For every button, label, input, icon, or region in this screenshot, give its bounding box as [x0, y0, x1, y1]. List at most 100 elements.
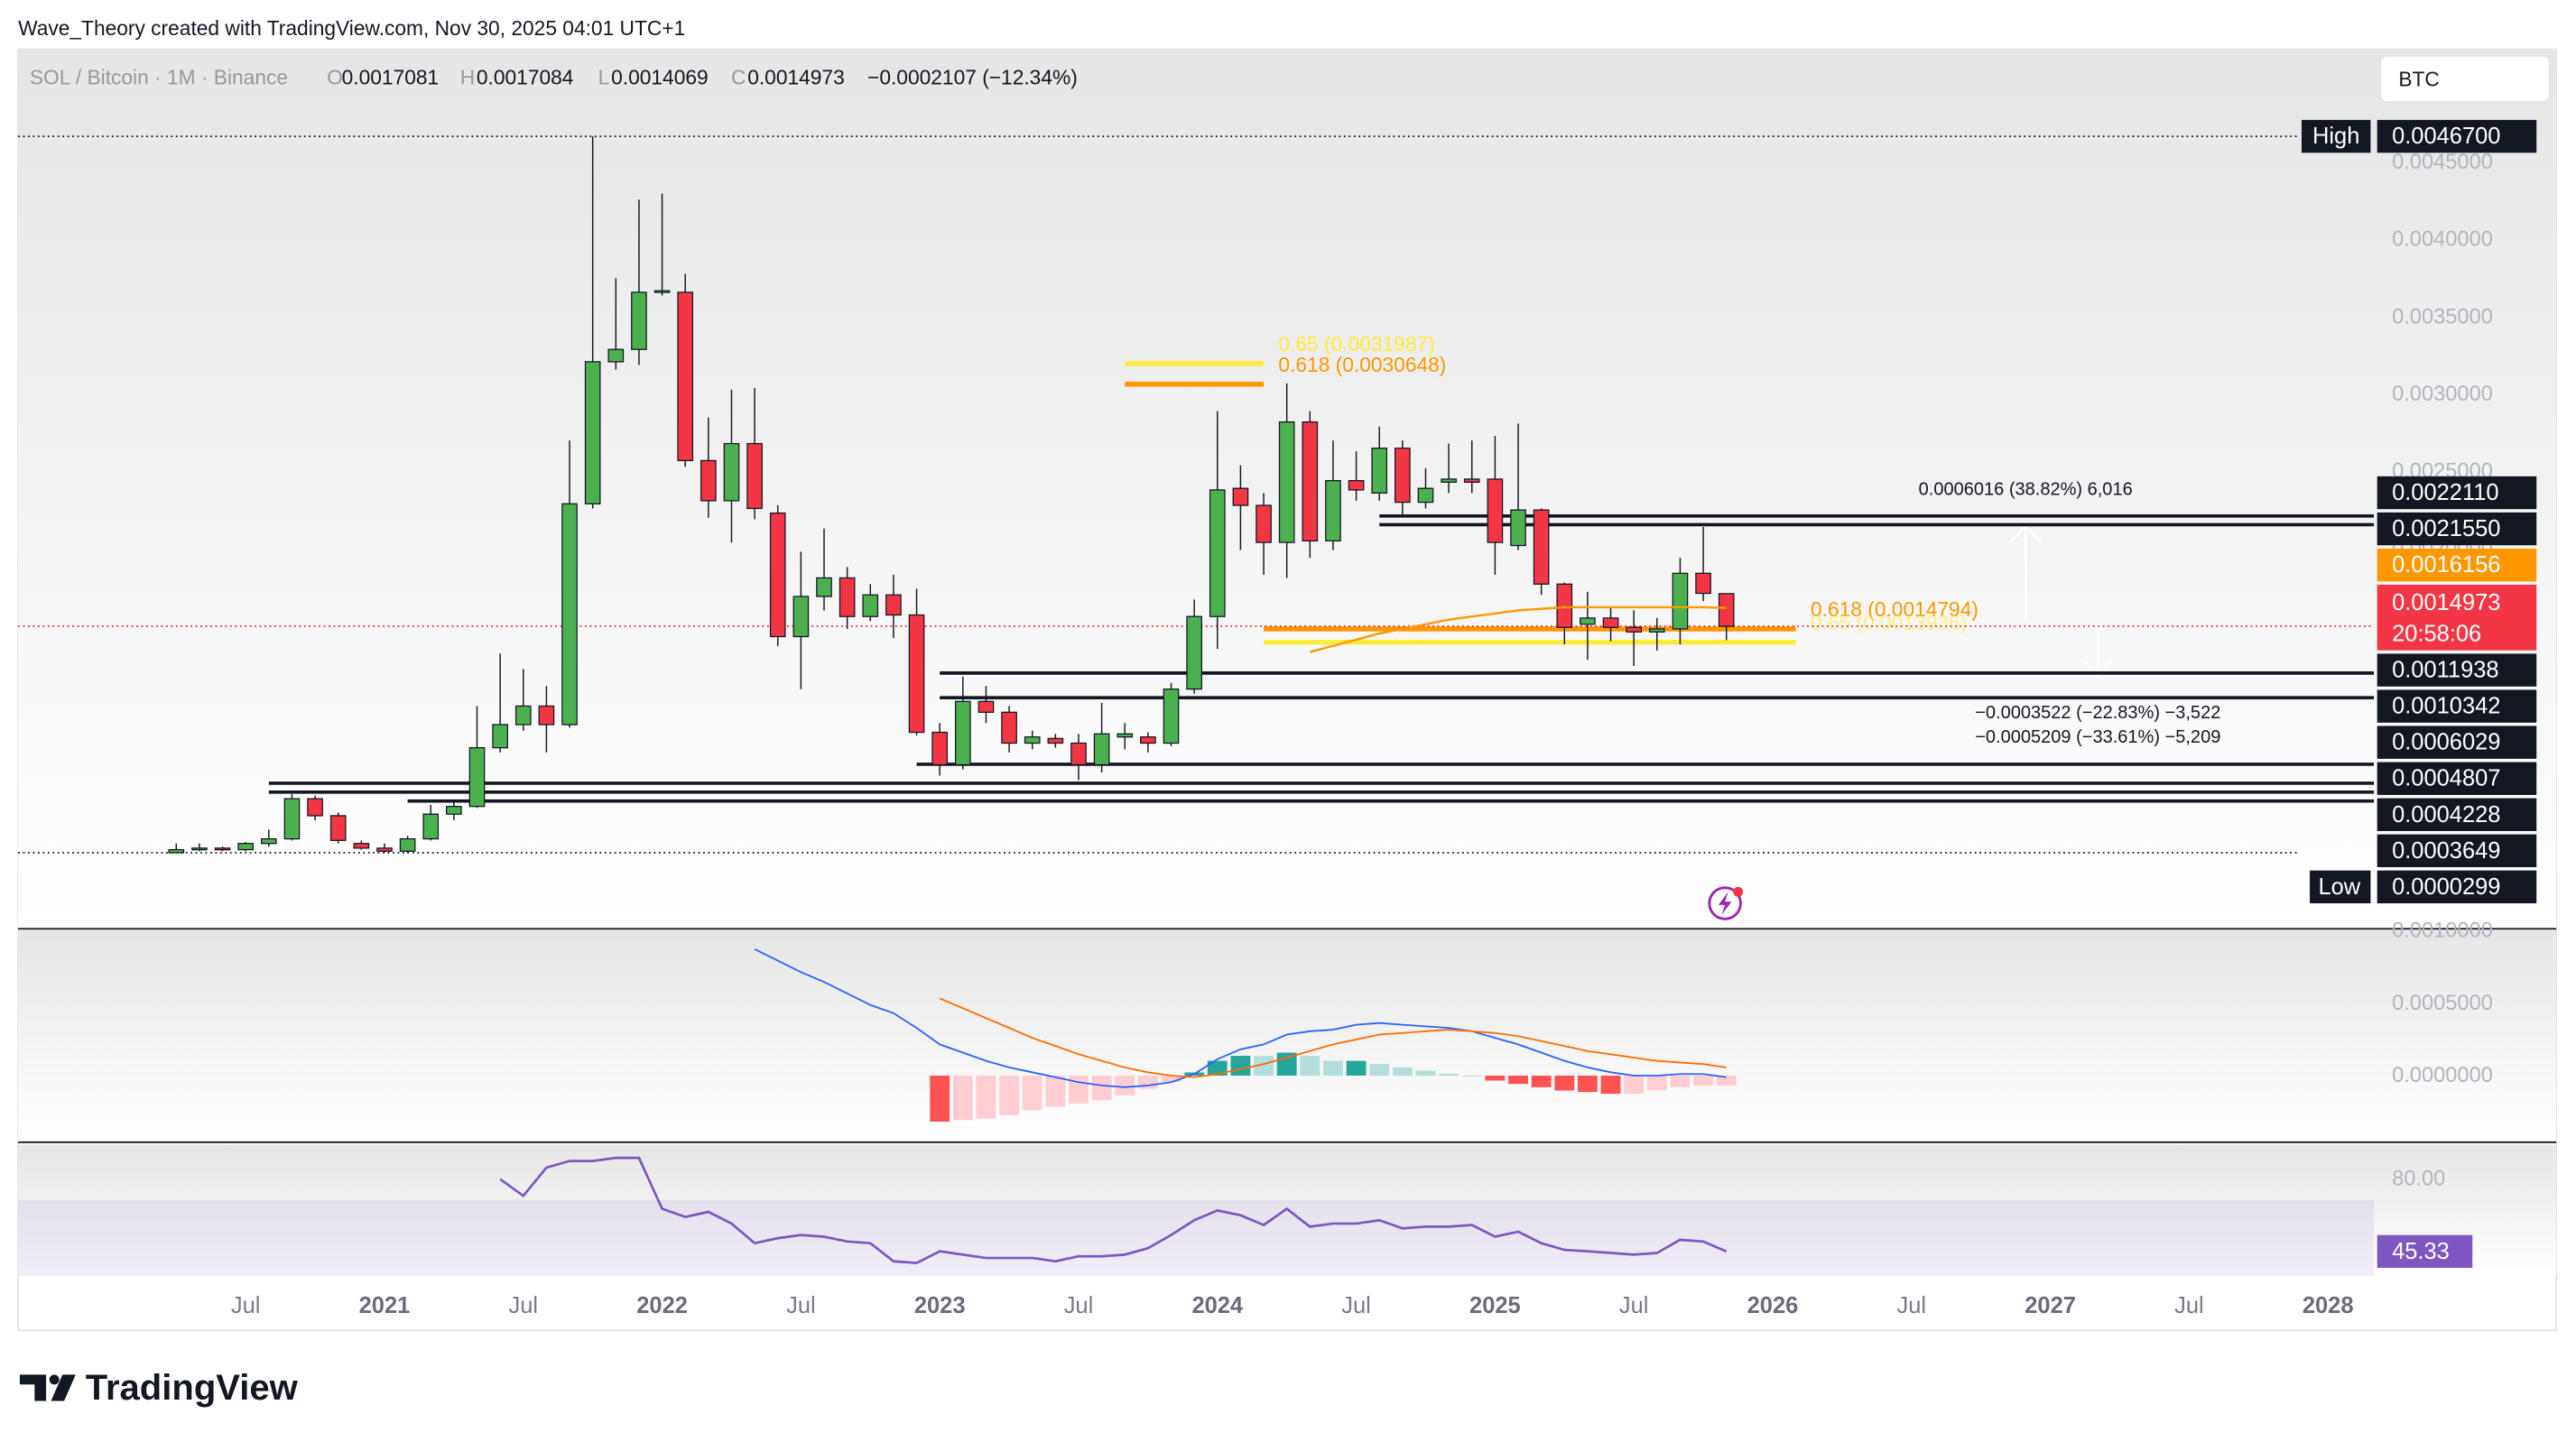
alert-dot [1733, 886, 1744, 897]
ohlc-letter: H [460, 66, 475, 89]
x-tick-label: 2025 [1469, 1293, 1521, 1318]
alert-bolt [1718, 892, 1732, 915]
level-value-box [2377, 512, 2537, 546]
candle-body [1348, 480, 1365, 491]
candle-body [1186, 615, 1202, 690]
candle-body [1648, 628, 1665, 633]
x-tick-label: Jul [1897, 1293, 1927, 1318]
histogram-bar [1369, 1064, 1390, 1077]
candle-body [1463, 478, 1480, 483]
candle-body [468, 747, 486, 808]
histogram-bar [1439, 1074, 1459, 1077]
candle-body [492, 724, 508, 749]
histogram-bar [1323, 1060, 1343, 1077]
histogram-bar [1392, 1067, 1413, 1077]
candle-body [746, 442, 763, 510]
macd-pane [18, 929, 2557, 1142]
candle-body [1533, 509, 1550, 585]
high-value: 0.0046700 [2392, 124, 2500, 149]
candle-body [1626, 626, 1643, 633]
level-value-box [2377, 834, 2537, 868]
candle-body [1070, 742, 1087, 766]
candle-body [1325, 480, 1341, 542]
candle-body [168, 848, 185, 854]
histogram-bar [1022, 1076, 1042, 1111]
histogram-bar [930, 1076, 950, 1122]
x-tick-label: Jul [2174, 1293, 2204, 1318]
candle-body [1093, 733, 1110, 766]
x-tick-label: Jul [231, 1293, 261, 1318]
level-value: 0.0003649 [2392, 838, 2500, 864]
histogram-bar [1554, 1076, 1575, 1091]
candle-body [653, 290, 671, 293]
histogram-bar [1415, 1070, 1436, 1077]
candle-body [307, 798, 323, 817]
candle-body [954, 700, 971, 766]
histogram-bar [1624, 1076, 1645, 1095]
candle-body [1232, 487, 1249, 506]
candle-body [839, 577, 856, 617]
level-value-box [2377, 726, 2537, 759]
rsi-value-box [2377, 1234, 2473, 1269]
candle-body [792, 596, 810, 638]
candle-body [1140, 736, 1156, 744]
brand-logo [19, 1374, 76, 1401]
candle-body [816, 577, 832, 597]
histogram-bar [999, 1076, 1020, 1115]
candle-body [885, 594, 902, 616]
candle-body [1047, 737, 1064, 744]
candle-body [700, 459, 717, 502]
ohlc-value: 0.0017081 [342, 66, 440, 89]
x-tick-label: Jul [1064, 1293, 1094, 1318]
x-tick-label: Jul [1619, 1293, 1649, 1318]
ohlc-value: 0.0017084 [477, 66, 574, 89]
candle-body [538, 705, 555, 726]
candle-body [769, 512, 786, 638]
histogram-bar [1091, 1076, 1112, 1101]
histogram-bar [976, 1076, 996, 1119]
ma-value: 0.0016156 [2392, 552, 2500, 578]
candle-body [1417, 487, 1434, 504]
histogram-bar [1461, 1076, 1482, 1077]
candle-body [1718, 593, 1735, 627]
candle-body [862, 594, 879, 617]
macd-line [939, 997, 1727, 1078]
candle-body [1510, 509, 1526, 547]
ma-value-box [2377, 548, 2537, 582]
histogram-bar [1300, 1056, 1320, 1077]
legend: SOL / Bitcoin · 1M · Binance O 0.0017081… [30, 66, 1078, 89]
histogram-bar [1137, 1076, 1158, 1089]
candle-body [1395, 448, 1411, 504]
x-tick-label: 2027 [2025, 1293, 2076, 1318]
candle-body [908, 614, 925, 734]
candle-body [1163, 688, 1180, 744]
level-value: 0.0004228 [2392, 802, 2500, 827]
currency[interactable]: BTC [2398, 67, 2440, 90]
histogram-bar [1069, 1076, 1089, 1104]
currency-button[interactable] [2379, 54, 2551, 103]
histogram-bar [1115, 1076, 1135, 1095]
credit: Wave_Theory created with TradingView.com… [18, 16, 685, 40]
logo-part [19, 1374, 47, 1401]
histogram-bar [1577, 1076, 1598, 1093]
alert-circle [1708, 886, 1742, 920]
symbol: SOL / Bitcoin · 1M · Binance [30, 66, 288, 89]
level-value: 0.0004807 [2392, 766, 2500, 791]
measure-label: −0.0003522 (−22.83%) −3,522 [1975, 703, 2220, 723]
candle-body [607, 348, 625, 363]
y-tick-label: 0.0035000 [2392, 305, 2493, 328]
candle-body [1441, 478, 1457, 483]
histogram-bar [952, 1076, 973, 1121]
macd-line [754, 947, 1727, 1088]
level-value-box [2377, 798, 2537, 831]
candle-body [446, 806, 462, 815]
candle-body [1302, 421, 1319, 542]
level-value: 0.0022110 [2392, 480, 2499, 505]
last-price-box [2377, 584, 2537, 651]
candle-body [677, 291, 694, 462]
candle-body [214, 847, 231, 851]
candle-body [1602, 617, 1619, 628]
histogram-bar [1646, 1076, 1667, 1091]
level-value: 0.0006029 [2392, 730, 2500, 755]
x-tick-label: 2023 [914, 1293, 966, 1318]
